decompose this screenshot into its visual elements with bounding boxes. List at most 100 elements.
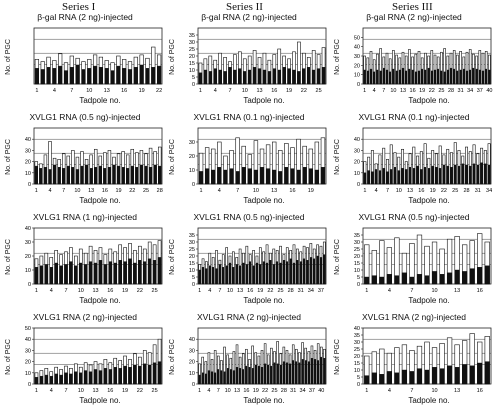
x-axis-label: Tadpole no. — [408, 196, 450, 205]
x-tick-label: 13 — [454, 288, 460, 294]
bar-lower — [248, 367, 251, 385]
y-tick-label: 40 — [25, 226, 31, 232]
bar-lower — [462, 271, 468, 285]
x-axis-label: Tadpole no. — [408, 96, 450, 105]
bar-lower — [459, 69, 462, 85]
bar-lower — [389, 71, 392, 85]
bar-lower — [201, 267, 205, 285]
x-tick-label: 19 — [430, 188, 436, 194]
y-tick-label: 50 — [25, 326, 31, 332]
bar-lower — [376, 69, 379, 85]
bar-lower — [243, 71, 247, 85]
x-tick-label: 4 — [207, 388, 210, 394]
bar-lower — [34, 377, 39, 385]
bar-lower — [374, 169, 378, 185]
chart-panel: XVLG1 RNA (0.5 ng)-injected 0 5 10 15 20 25 30 3… — [333, 212, 495, 308]
y-tick-label: 30 — [25, 148, 31, 154]
bar-lower — [484, 265, 490, 285]
bar-lower — [215, 268, 218, 285]
y-tick-label: 20 — [354, 254, 360, 260]
bar-lower — [116, 65, 121, 85]
y-tick-label: 10 — [354, 368, 360, 374]
bar-lower — [245, 365, 248, 385]
bar-lower — [316, 255, 319, 285]
x-tick-label: 28 — [157, 188, 163, 194]
y-axis-label: No. of PGC — [5, 39, 12, 75]
bar-lower — [364, 276, 370, 285]
bar-lower — [423, 167, 427, 185]
bar-lower — [405, 70, 408, 85]
x-axis-label: Tadpole no. — [79, 96, 121, 105]
bar-lower — [401, 168, 404, 185]
y-tick-label: 0 — [357, 382, 360, 388]
bar-lower — [379, 276, 385, 285]
bar-lower — [153, 164, 157, 185]
bar-lower — [439, 368, 445, 385]
y-tick-label: 30 — [189, 348, 195, 354]
bar-lower — [62, 168, 66, 185]
bar-lower — [157, 361, 162, 385]
y-tick-label: 0 — [357, 82, 360, 88]
chart-title: β-gal RNA (2 ng)-injected — [201, 12, 297, 22]
bar-lower — [79, 372, 83, 385]
y-tick-label: 10 — [25, 171, 31, 177]
bar-lower — [449, 67, 453, 85]
x-tick-label: 16 — [477, 288, 483, 294]
bar-lower — [98, 370, 103, 385]
bar-lower — [110, 70, 115, 85]
y-tick-label: 35 — [189, 33, 195, 39]
bar-lower — [233, 69, 237, 85]
x-axis-label: Tadpole no. — [243, 396, 285, 405]
bar-lower — [320, 167, 326, 185]
bar-lower — [147, 258, 152, 285]
series-title-ii: Series II — [226, 1, 263, 13]
x-tick-label: 25 — [452, 188, 458, 194]
x-tick-label: 7 — [236, 188, 239, 194]
chart-panel: β-gal RNA (2 ng)-injected 0 5 10 15 20 25 30 35 1… — [168, 12, 330, 108]
plot-frame — [33, 127, 163, 185]
bar-lower — [126, 168, 130, 185]
y-tick-label: 40 — [25, 137, 31, 143]
bar-lower — [319, 257, 323, 285]
bar-lower — [299, 261, 302, 285]
bar-lower — [427, 168, 431, 185]
x-tick-label: 37 — [309, 388, 315, 394]
x-tick-label: 10 — [431, 288, 437, 294]
bar-lower — [98, 67, 103, 85]
chart-panel: XVLG1 RNA (1 ng)-injected 0 10 20 30 40 1 4 7 10 1… — [4, 212, 166, 308]
bar-lower — [223, 169, 228, 185]
y-tick-label: 0 — [192, 282, 195, 288]
y-tick-label: 30 — [354, 54, 360, 60]
x-tick-label: 4 — [53, 88, 56, 94]
bar-lower — [386, 371, 392, 385]
x-axis-label: Tadpole no. — [243, 296, 285, 305]
x-tick-label: 10 — [74, 188, 80, 194]
bar-lower — [366, 70, 369, 85]
x-tick-label: 1 — [365, 388, 368, 394]
x-axis-label: Tadpole no. — [243, 196, 285, 205]
bar-lower — [385, 69, 389, 85]
bar-lower — [417, 70, 421, 85]
bar-lower — [477, 267, 483, 285]
bar-lower — [118, 368, 122, 385]
x-tick-label: 4 — [208, 288, 211, 294]
x-tick-label: 1 — [35, 388, 38, 394]
bar-lower — [435, 167, 438, 185]
bar-lower — [228, 67, 232, 85]
bar-lower — [481, 70, 485, 85]
x-tick-label: 4 — [218, 188, 221, 194]
bar-lower — [438, 168, 442, 185]
bar-lower — [453, 164, 457, 185]
bar-lower — [427, 67, 430, 85]
bar-lower — [469, 365, 475, 385]
bar-lower — [272, 264, 276, 285]
x-tick-label: 16 — [121, 88, 127, 94]
chart-svg: 0 10 20 30 40 1 4 7 10 13 16 19 22 25 28 — [25, 127, 163, 194]
y-tick-label: 20 — [354, 63, 360, 69]
bar-lower — [302, 167, 307, 185]
y-tick-label: 20 — [25, 360, 31, 366]
bar-lower — [480, 162, 483, 185]
bar-lower — [311, 69, 316, 85]
